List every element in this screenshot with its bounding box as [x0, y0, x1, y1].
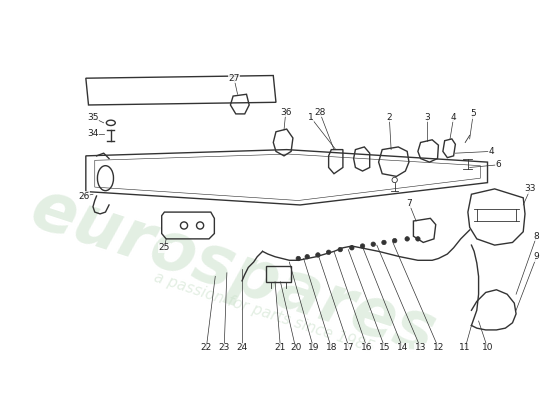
Text: 9: 9	[534, 252, 540, 261]
Text: 35: 35	[87, 113, 98, 122]
Text: 2: 2	[387, 113, 392, 122]
Text: 11: 11	[459, 343, 471, 352]
Circle shape	[296, 256, 300, 261]
Text: 18: 18	[326, 343, 337, 352]
Text: 22: 22	[201, 343, 212, 352]
Text: 14: 14	[397, 343, 409, 352]
Text: 34: 34	[87, 129, 98, 138]
Text: 27: 27	[228, 74, 240, 83]
Circle shape	[326, 250, 331, 254]
Circle shape	[405, 237, 409, 241]
Text: 6: 6	[496, 160, 501, 169]
Circle shape	[350, 246, 354, 250]
Text: 8: 8	[534, 232, 540, 241]
Circle shape	[382, 240, 386, 245]
Circle shape	[316, 253, 320, 257]
Text: 4: 4	[488, 147, 494, 156]
Text: eurospares: eurospares	[23, 176, 444, 368]
Text: 28: 28	[314, 108, 326, 117]
Circle shape	[305, 254, 310, 259]
Circle shape	[371, 242, 376, 246]
Text: 17: 17	[343, 343, 355, 352]
Text: 15: 15	[379, 343, 390, 352]
Circle shape	[338, 247, 343, 252]
Circle shape	[393, 238, 397, 243]
Text: 23: 23	[218, 343, 230, 352]
Text: 3: 3	[424, 113, 430, 122]
Text: 13: 13	[415, 343, 426, 352]
Text: 1: 1	[308, 113, 314, 122]
Text: 24: 24	[236, 343, 248, 352]
Text: 19: 19	[307, 343, 319, 352]
Text: a passion for parts since 1985: a passion for parts since 1985	[152, 269, 376, 355]
Text: 26: 26	[78, 192, 90, 200]
Text: 4: 4	[451, 113, 456, 122]
Text: 25: 25	[159, 243, 170, 252]
Text: 20: 20	[290, 343, 301, 352]
Text: 16: 16	[361, 343, 373, 352]
Text: 7: 7	[406, 199, 412, 208]
Text: 33: 33	[525, 184, 536, 193]
Text: 10: 10	[482, 343, 493, 352]
Text: 36: 36	[280, 108, 292, 117]
Circle shape	[416, 237, 420, 241]
Circle shape	[360, 244, 365, 248]
Text: 12: 12	[433, 343, 444, 352]
Text: 21: 21	[275, 343, 286, 352]
Text: 5: 5	[470, 110, 476, 118]
